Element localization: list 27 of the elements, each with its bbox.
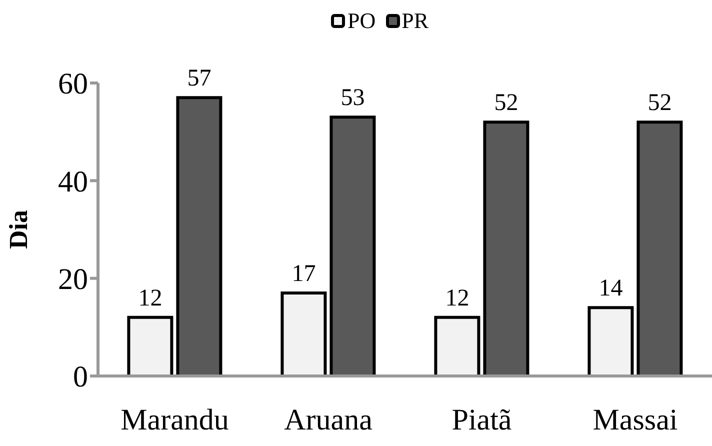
y-tick-label: 60 (58, 68, 88, 101)
data-label: 57 (187, 66, 212, 92)
bar (176, 96, 222, 376)
y-axis-title: Dia (4, 210, 34, 249)
data-label: 14 (598, 276, 623, 302)
legend-label: PR (400, 8, 429, 34)
x-tick-label: Marandu (120, 403, 229, 436)
x-tick-label: Aruana (284, 403, 372, 436)
bar (636, 120, 683, 376)
y-tick-label: 20 (58, 262, 88, 296)
bar (434, 316, 480, 376)
x-tick-label: Piatã (452, 403, 512, 436)
legend-label: PO (346, 8, 376, 34)
y-tick-label: 0 (73, 360, 88, 394)
x-tick-label: Massai (592, 403, 678, 436)
data-label: 12 (445, 285, 470, 312)
bar (330, 116, 376, 376)
bar (127, 316, 174, 376)
data-label: 52 (648, 90, 672, 116)
bar (483, 120, 530, 376)
data-label: 17 (292, 260, 316, 287)
data-label: 53 (340, 85, 365, 112)
data-label: 52 (494, 90, 518, 116)
bar (588, 306, 634, 376)
data-label: 12 (138, 285, 162, 312)
bar (280, 291, 327, 376)
y-tick-label: 40 (58, 165, 88, 198)
